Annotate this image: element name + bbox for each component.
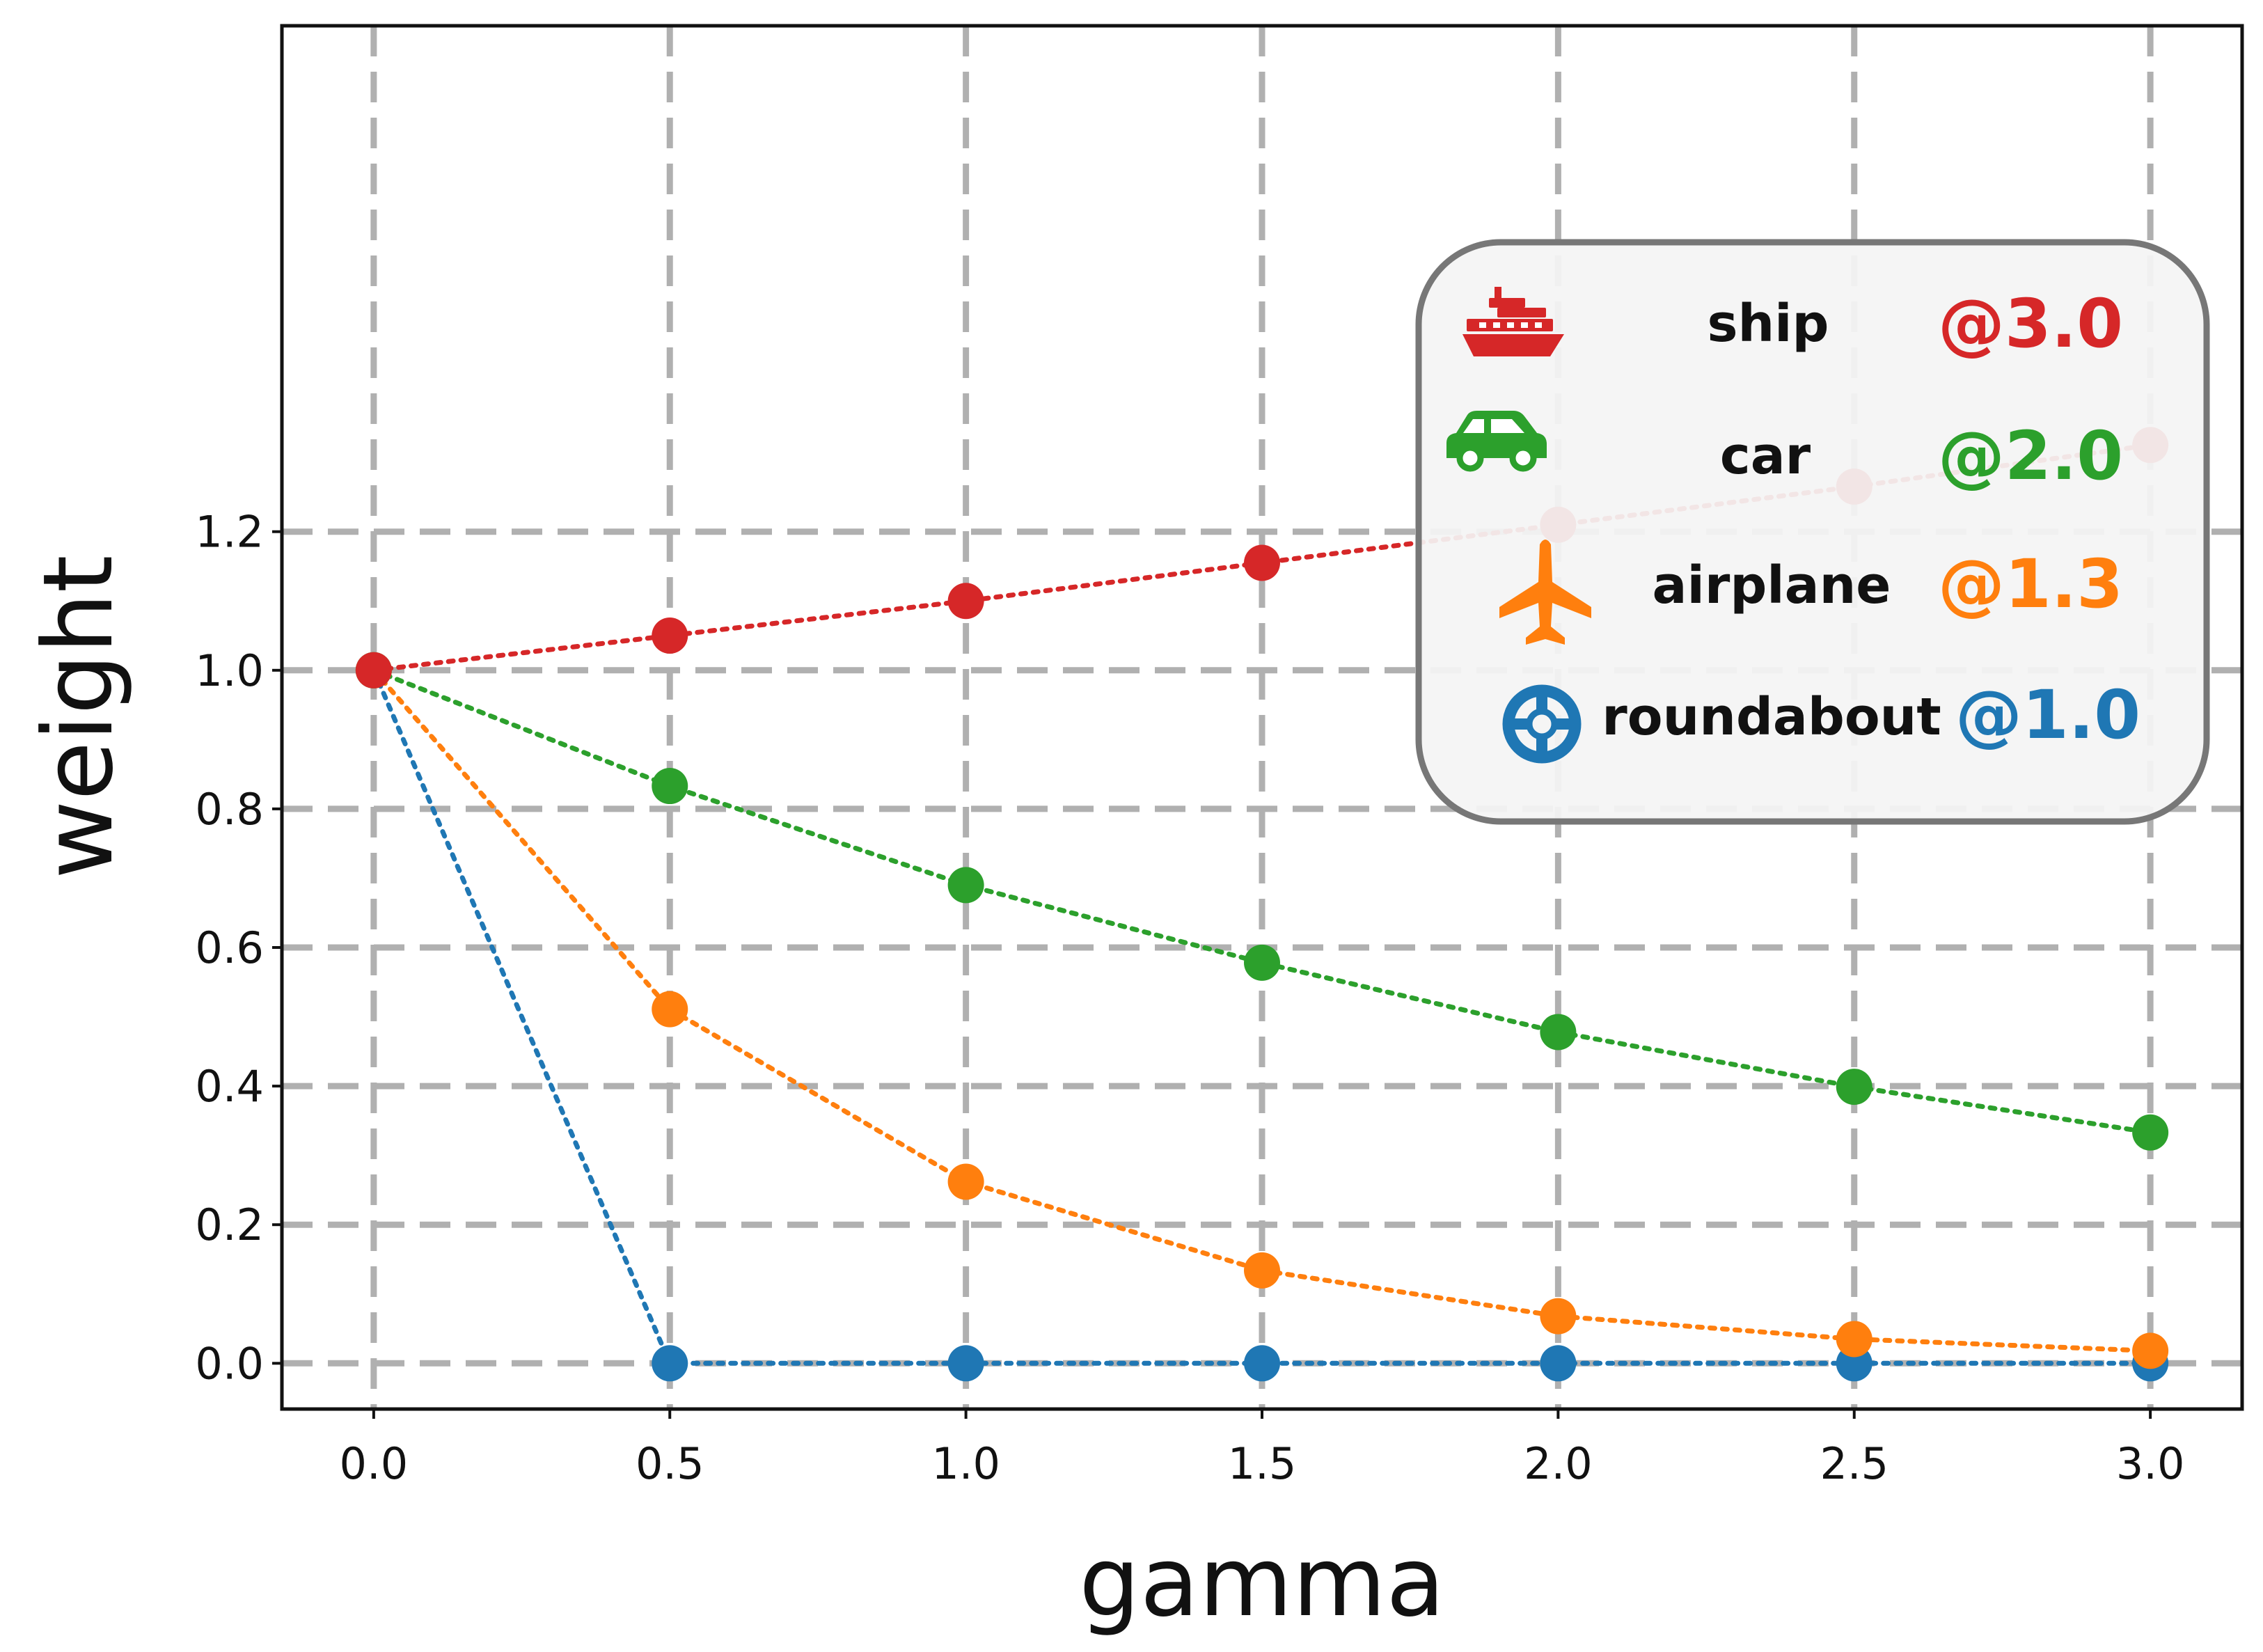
x-tick-label: 2.5 bbox=[1820, 1438, 1889, 1489]
ship-icon bbox=[1462, 287, 1564, 356]
data-point-ship bbox=[355, 652, 392, 689]
data-point-car bbox=[1540, 1014, 1577, 1051]
data-point-car bbox=[1244, 944, 1280, 981]
data-point-ship bbox=[947, 583, 984, 620]
x-tick-label: 0.5 bbox=[636, 1438, 704, 1489]
car-icon bbox=[1446, 411, 1547, 472]
y-tick-label: 0.4 bbox=[195, 1061, 264, 1112]
legend-label-airplane: airplane bbox=[1653, 556, 1891, 615]
legend-label-ship: ship bbox=[1707, 294, 1829, 354]
data-point-airplane bbox=[947, 1163, 984, 1200]
data-point-car bbox=[652, 768, 688, 805]
x-tick-label: 1.5 bbox=[1228, 1438, 1297, 1489]
legend-value-airplane: @1.3 bbox=[1938, 545, 2123, 623]
data-point-roundabout bbox=[1244, 1345, 1280, 1382]
x-tick-label: 3.0 bbox=[2116, 1438, 2185, 1489]
data-point-airplane bbox=[1836, 1321, 1872, 1358]
series-layer bbox=[355, 427, 2169, 1382]
legend-value-roundabout: @1.0 bbox=[1955, 676, 2140, 754]
legend: ship @3.0 car @2.0 airplane @1.3 roundab… bbox=[1415, 239, 2210, 825]
data-point-airplane bbox=[1244, 1252, 1280, 1289]
data-point-roundabout bbox=[947, 1345, 984, 1382]
data-point-airplane bbox=[652, 991, 688, 1028]
airplane-icon bbox=[1499, 540, 1591, 645]
legend-box bbox=[1415, 239, 2210, 825]
lifebuoy-icon bbox=[1502, 684, 1582, 764]
y-tick-label: 0.8 bbox=[195, 784, 264, 835]
data-point-airplane bbox=[1540, 1298, 1577, 1335]
data-point-roundabout bbox=[1540, 1345, 1577, 1382]
data-point-ship bbox=[1244, 544, 1280, 581]
legend-label-car: car bbox=[1720, 426, 1811, 486]
data-point-car bbox=[2132, 1114, 2169, 1151]
legend-label-roundabout: roundabout bbox=[1602, 687, 1941, 747]
y-tick-label: 0.0 bbox=[195, 1338, 264, 1389]
y-tick-label: 1.0 bbox=[195, 645, 264, 696]
y-tick-label: 0.6 bbox=[195, 922, 264, 973]
data-point-roundabout bbox=[652, 1345, 688, 1382]
data-point-ship bbox=[652, 617, 688, 654]
ticks: 0.0 0.5 1.0 1.5 2.0 2.5 3.0 0.0 0.2 0.4 0.6 0.8 1.0 1… bbox=[195, 507, 2184, 1489]
data-point-car bbox=[947, 867, 984, 904]
data-point-car bbox=[1836, 1069, 1872, 1106]
x-tick-label: 0.0 bbox=[340, 1438, 409, 1489]
legend-value-ship: @3.0 bbox=[1938, 285, 2123, 363]
y-axis-label: weight bbox=[22, 555, 134, 879]
y-tick-label: 0.2 bbox=[195, 1199, 264, 1250]
x-axis-label: gamma bbox=[1079, 1526, 1445, 1638]
data-point-airplane bbox=[2132, 1332, 2169, 1369]
x-tick-label: 2.0 bbox=[1524, 1438, 1593, 1489]
x-tick-label: 1.0 bbox=[931, 1438, 1000, 1489]
y-tick-label: 1.2 bbox=[195, 507, 264, 558]
legend-value-car: @2.0 bbox=[1938, 417, 2123, 495]
